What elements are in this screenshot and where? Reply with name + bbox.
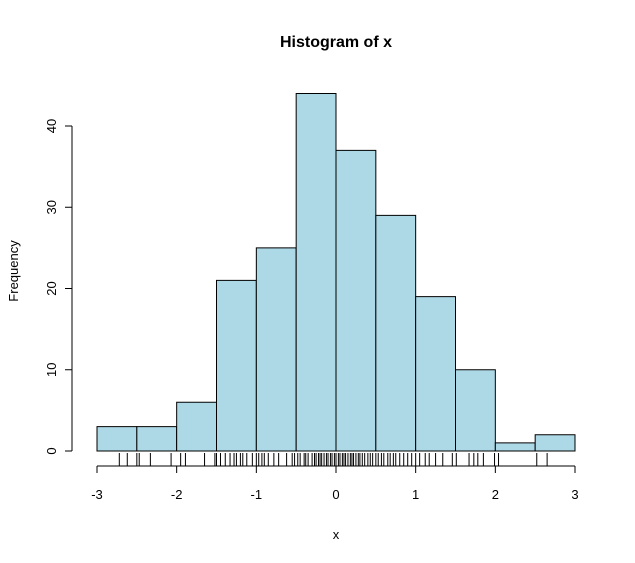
y-tick-label: 10: [44, 363, 59, 377]
histogram-bar: [494, 442, 536, 452]
y-tick-label: 30: [44, 200, 59, 214]
histogram-bar: [375, 214, 417, 452]
y-tick-label: 0: [44, 447, 59, 454]
histogram-bar: [216, 279, 257, 452]
histogram-bar: [335, 149, 377, 452]
x-tick-label: -3: [91, 487, 103, 502]
x-tick-label: 2: [492, 487, 499, 502]
y-tick-label: 20: [44, 281, 59, 295]
histogram-bar: [415, 296, 456, 452]
x-tick-label: 0: [332, 487, 339, 502]
x-axis-label: x: [333, 527, 340, 542]
histogram-bar: [255, 247, 297, 452]
y-tick-label: 40: [44, 119, 59, 133]
x-tick-label: -1: [251, 487, 263, 502]
histogram-bar: [295, 93, 337, 452]
histogram-bar: [96, 426, 138, 452]
y-axis-label: Frequency: [6, 240, 21, 302]
x-tick-label: 3: [571, 487, 578, 502]
x-tick-label: 1: [412, 487, 419, 502]
histogram-bar: [176, 401, 218, 452]
histogram-bar: [534, 434, 576, 452]
histogram-bar: [136, 426, 178, 452]
histogram-bar: [455, 369, 496, 452]
x-tick-label: -2: [171, 487, 183, 502]
chart-title: Histogram of x: [280, 34, 392, 51]
